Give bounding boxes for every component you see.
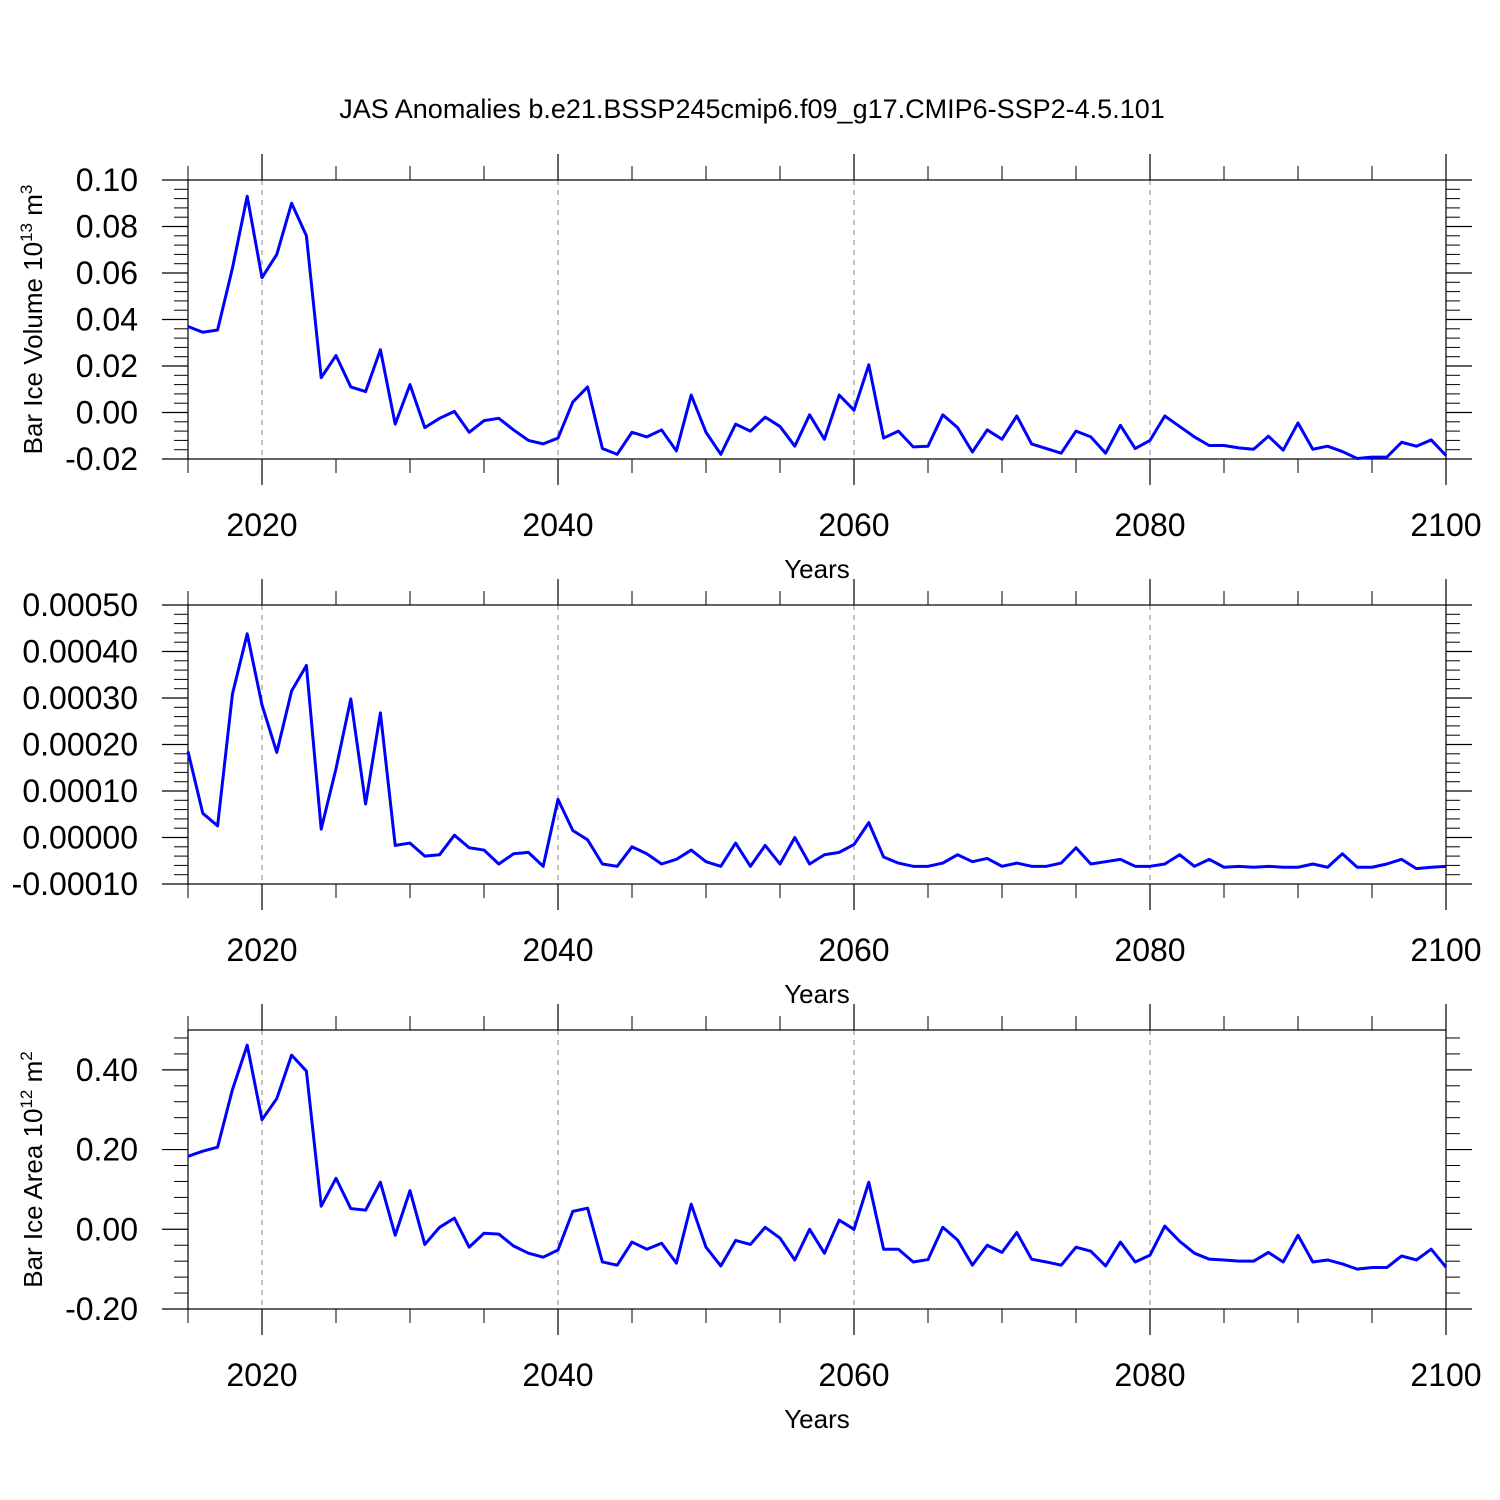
y-tick-label: 0.00000 [22, 820, 138, 856]
y-tick-label: 0.04 [76, 302, 138, 338]
y-tick-label: 0.00 [76, 1211, 138, 1247]
x-tick-label: 2060 [818, 1357, 889, 1393]
x-axis-title: Years [784, 554, 850, 584]
y-tick-label: 0.06 [76, 255, 138, 291]
y-tick-label: 0.00 [76, 395, 138, 431]
x-axis-title: Years [784, 1404, 850, 1434]
x-tick-label: 2020 [226, 507, 297, 543]
y-tick-label: 0.00020 [22, 727, 138, 763]
plot-frame [187, 179, 1447, 460]
chart-panel-2: 2020 2040 2060 2080 2100 -0.00010 0.00000 0.000… [12, 579, 1482, 1009]
y-tick-label: 0.20 [76, 1132, 138, 1168]
y-tick-label: 0.10 [76, 162, 138, 198]
x-tick-label: 2080 [1114, 932, 1185, 968]
y-tick-label: -0.20 [65, 1291, 138, 1327]
y-tick-label: 0.40 [76, 1052, 138, 1088]
x-tick-label: 2060 [818, 507, 889, 543]
x-axis-title: Years [784, 979, 850, 1009]
x-tick-label: 2060 [818, 932, 889, 968]
x-tick-label: 2020 [226, 932, 297, 968]
x-tick-label: 2040 [522, 1357, 593, 1393]
y-tick-label: -0.02 [65, 441, 138, 477]
y-tick-label: 0.08 [76, 209, 138, 245]
figure-title: JAS Anomalies b.e21.BSSP245cmip6.f09_g17… [339, 94, 1165, 124]
y-axis-title: Bar Ice Volume 1013 m3 [17, 185, 48, 455]
chart-panel-3: 2020 2040 2060 2080 2100 -0.20 0.00 0.20 0.40 Yea… [17, 1004, 1482, 1434]
y-tick-label: -0.00010 [12, 866, 138, 902]
y-tick-label: 0.00010 [22, 773, 138, 809]
y-tick-label: 0.00030 [22, 680, 138, 716]
y-axis-title: Bar Ice Area 1012 m2 [17, 1051, 48, 1288]
y-tick-label: 0.00040 [22, 634, 138, 670]
x-tick-label: 2020 [226, 1357, 297, 1393]
y-tick-label: 0.00050 [22, 587, 138, 623]
panels: 2020 2040 2060 2080 2100 -0.02 0.00 0.02 0.04 0.0… [12, 154, 1482, 1434]
x-tick-label: 2100 [1410, 1357, 1481, 1393]
y-tick-label: 0.02 [76, 348, 138, 384]
series-line-1 [186, 632, 1447, 871]
plot-frame [187, 1029, 1447, 1310]
x-tick-label: 2040 [522, 507, 593, 543]
chart-panel-1: 2020 2040 2060 2080 2100 -0.02 0.00 0.02 0.04 0.0… [17, 154, 1482, 584]
x-tick-label: 2100 [1410, 507, 1481, 543]
series-line-1 [187, 1043, 1448, 1271]
x-tick-label: 2040 [522, 932, 593, 968]
x-tick-label: 2080 [1114, 507, 1185, 543]
x-tick-label: 2080 [1114, 1357, 1185, 1393]
series-line-1 [187, 194, 1448, 461]
x-tick-label: 2100 [1410, 932, 1481, 968]
